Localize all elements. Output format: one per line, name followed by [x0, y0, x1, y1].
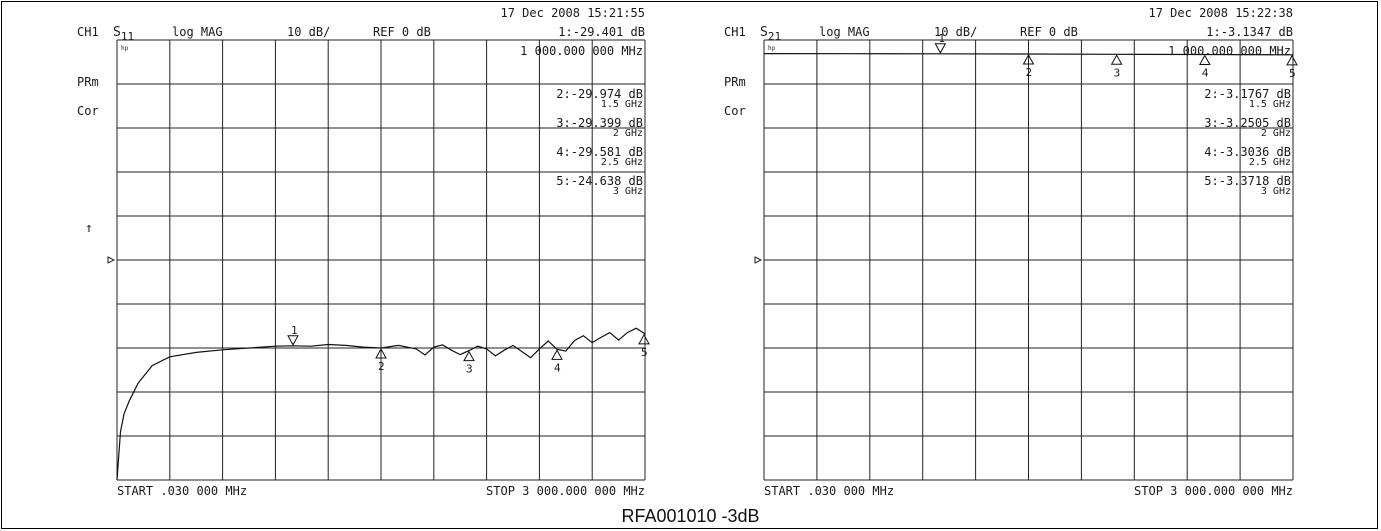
marker-number: 1 — [938, 32, 945, 45]
stop-label: STOP 3 000.000 000 MHz — [1134, 484, 1293, 498]
marker-value-label: 2:-3.1767 dB — [1204, 87, 1291, 101]
status-cor: Cor — [77, 104, 99, 118]
marker-value-label: 4:-3.3036 dB — [1204, 145, 1291, 159]
scale-label: 10 dB/ — [287, 25, 330, 39]
marker-number: 5 — [1289, 67, 1296, 80]
marker-number: 4 — [1202, 67, 1209, 80]
marker-value-label: 3:-3.2505 dB — [1204, 116, 1291, 130]
marker-value-label: 3:-29.399 dB — [556, 116, 643, 130]
marker-frequency-label: 3 GHz — [1261, 186, 1291, 197]
channel-label: CH1 — [77, 25, 99, 39]
reference-pointer — [754, 256, 763, 264]
active-marker-frequency: 1 000.000 000 MHz — [520, 44, 643, 58]
parameter-label: S11 — [113, 25, 134, 43]
status-cor: Cor — [724, 104, 746, 118]
marker-number: 1 — [291, 324, 298, 337]
marker-triangle — [551, 349, 563, 360]
marker-triangle — [375, 347, 387, 359]
trace-line — [116, 327, 646, 481]
marker-frequency-label: 1.5 GHz — [1249, 99, 1291, 110]
marker-frequency-label: 2.5 GHz — [601, 157, 643, 168]
format-label: log MAG — [172, 25, 223, 39]
marker-value-label: 5:-3.3718 dB — [1204, 174, 1291, 188]
grid — [763, 39, 1294, 481]
marker-number: 4 — [554, 361, 561, 374]
marker-number: 2 — [1025, 66, 1032, 79]
marker-value-label: 2:-29.974 dB — [556, 87, 643, 101]
scale-label: 10 dB/ — [934, 25, 977, 39]
analyzer-panel-s11: 17 Dec 2008 15:21:55 CH1 S11 log MAG 10 dB/R… — [77, 6, 650, 498]
hp-logo: hp — [121, 45, 129, 52]
marker-number: 2 — [378, 360, 385, 373]
marker-triangle — [1286, 54, 1298, 66]
stop-label: STOP 3 000.000 000 MHz — [486, 484, 645, 498]
format-label: log MAG — [819, 25, 870, 39]
reference-label: REF 0 dB — [1020, 25, 1078, 39]
up-arrow-icon: ↑ — [85, 221, 93, 236]
marker-triangle — [1022, 53, 1035, 65]
timestamp: 17 Dec 2008 15:21:55 — [501, 6, 646, 20]
marker-frequency-label: 1.5 GHz — [601, 99, 643, 110]
status-prm: PRm — [724, 75, 746, 89]
parameter-subscript: 21 — [768, 30, 781, 43]
marker-number: 3 — [1114, 66, 1121, 79]
start-label: START .030 000 MHz — [764, 484, 894, 498]
reference-pointer — [107, 256, 116, 264]
status-prm: PRm — [77, 75, 99, 89]
parameter-label: S21 — [760, 25, 781, 43]
marker-triangle — [638, 333, 650, 345]
marker-triangle — [1198, 54, 1211, 66]
marker-value-label: 5:-24.638 dB — [556, 174, 643, 188]
parameter-letter: S — [760, 25, 768, 40]
channel-label: CH1 — [724, 25, 746, 39]
active-marker-frequency: 1 000.000 000 MHz — [1168, 44, 1291, 58]
active-marker-value: 1:-3.1347 dB — [1206, 25, 1293, 39]
marker-triangle — [934, 43, 947, 54]
marker-triangle — [287, 335, 299, 346]
marker-number: 5 — [641, 346, 648, 359]
marker-frequency-label: 2.5 GHz — [1249, 157, 1291, 168]
start-label: START .030 000 MHz — [117, 484, 247, 498]
marker-triangle — [463, 350, 475, 362]
marker-value-label: 4:-29.581 dB — [556, 145, 643, 159]
hp-logo: hp — [768, 45, 776, 52]
marker-frequency-label: 2 GHz — [613, 128, 643, 139]
marker-frequency-label: 2 GHz — [1261, 128, 1291, 139]
marker-frequency-label: 3 GHz — [613, 186, 643, 197]
parameter-letter: S — [113, 25, 121, 40]
figure-caption: RFA001010 -3dB — [621, 506, 760, 526]
grid — [116, 39, 646, 481]
active-marker-value: 1:-29.401 dB — [558, 25, 645, 39]
marker-triangle — [1110, 54, 1123, 65]
parameter-subscript: 11 — [121, 30, 134, 43]
marker-number: 3 — [466, 363, 473, 376]
reference-label: REF 0 dB — [373, 25, 431, 39]
timestamp: 17 Dec 2008 15:22:38 — [1149, 6, 1294, 20]
